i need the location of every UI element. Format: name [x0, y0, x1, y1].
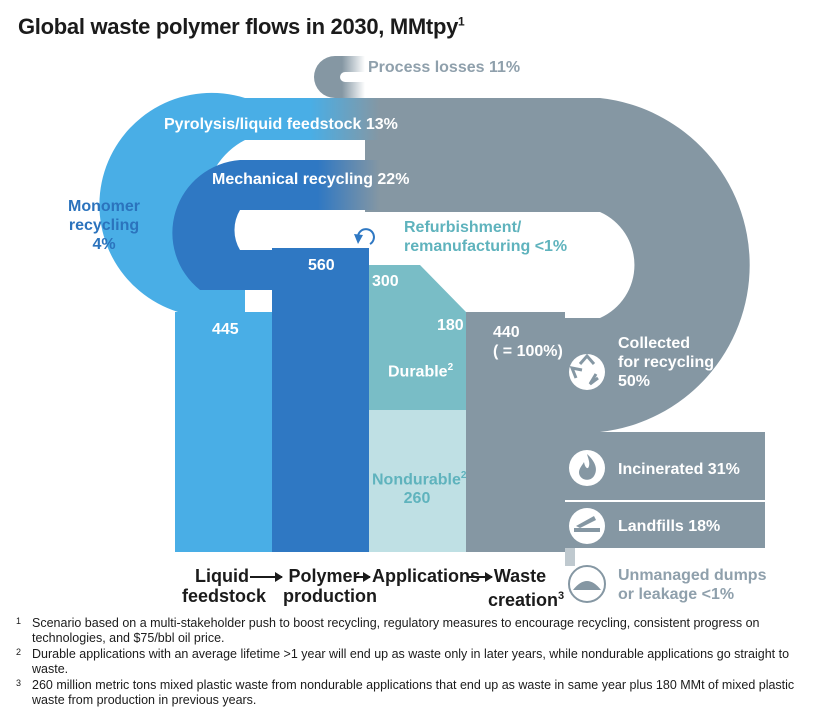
process-losses-flow: [314, 56, 365, 98]
applications-value: 300: [372, 273, 399, 290]
durable-value: 180: [437, 317, 464, 334]
landfill-truck-icon: [569, 508, 605, 544]
polymer-value: 560: [308, 257, 335, 274]
landfills-label: Landfills 18%: [618, 518, 721, 535]
divider-line: [565, 500, 765, 502]
mechanical-flow: [172, 160, 380, 290]
flame-icon: [569, 450, 605, 486]
nondurable-bar: [369, 410, 466, 552]
footnote: 3 260 million metric tons mixed plastic w…: [16, 678, 795, 707]
monomer-label: Monomer recycling 4%: [68, 198, 140, 253]
footnotes: 1 Scenario based on a multi-stakeholder p…: [16, 616, 816, 709]
axis-arrow-1: [250, 572, 283, 582]
pyrolysis-label: Pyrolysis/liquid feedstock 13%: [164, 116, 398, 133]
pyrolysis-flow: [99, 92, 380, 312]
liquid-value: 445: [212, 321, 239, 338]
gray-loop-flow: [365, 98, 750, 432]
liquid-feedstock-bar: [175, 312, 272, 552]
axis-applications: Applications: [372, 566, 481, 586]
unmanaged-flow: [565, 548, 575, 566]
footnote: 1 Scenario based on a multi-stakeholder p…: [16, 616, 760, 645]
refurbishment-arrow-icon: [354, 234, 363, 244]
durable-label: Durable2: [388, 362, 454, 381]
refurbishment-loop-icon: [356, 228, 375, 245]
waste-creation-bar: [466, 312, 565, 552]
axis-polymer-production: Polymer production: [283, 566, 377, 606]
page-title: Global waste polymer flows in 2030, MMtp…: [18, 14, 465, 39]
durable-bar: [369, 265, 466, 410]
collected-label: Collected for recycling 50%: [618, 335, 715, 390]
recycle-icon: [569, 353, 605, 390]
axis-arrow-3: [468, 572, 493, 582]
mechanical-label: Mechanical recycling 22%: [212, 171, 410, 188]
waste-value: 440 ( = 100%): [493, 324, 563, 360]
process-losses-label: Process losses 11%: [368, 59, 521, 76]
nondurable-label: Nondurable2 260: [372, 470, 467, 508]
axis-waste-creation: Waste creation3: [488, 566, 565, 610]
axis-liquid-feedstock: Liquid feedstock: [182, 566, 267, 606]
footnote: 2 Durable applications with an average li…: [16, 647, 790, 676]
unmanaged-label: Unmanaged dumps or leakage <1%: [618, 567, 767, 603]
polymer-production-bar: [272, 248, 369, 552]
incinerated-label: Incinerated 31%: [618, 461, 740, 478]
refurbishment-label: Refurbishment/ remanufacturing <1%: [404, 219, 568, 255]
dump-icon: [568, 565, 606, 603]
axis-arrow-2: [356, 572, 371, 582]
